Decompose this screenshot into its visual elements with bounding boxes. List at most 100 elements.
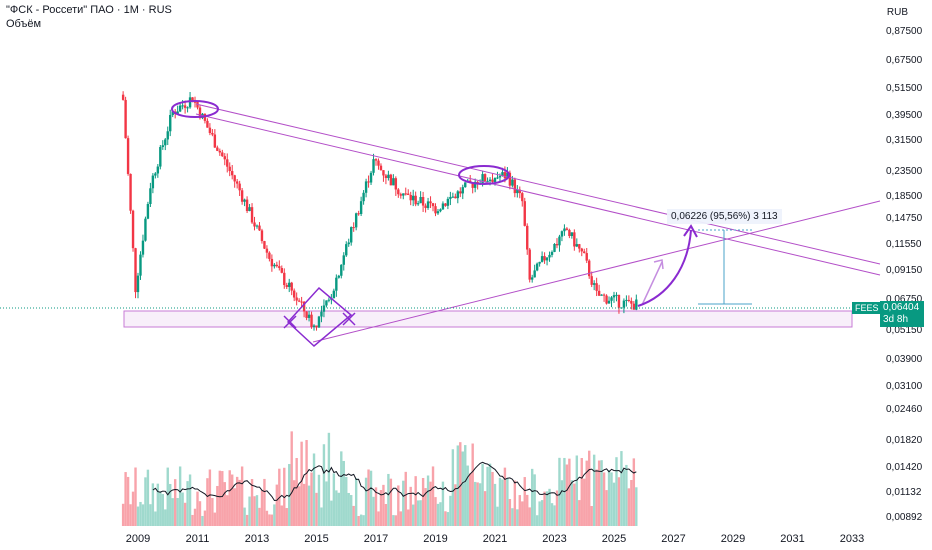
candle-body: [523, 201, 526, 226]
currency-label[interactable]: RUB: [886, 7, 908, 18]
candle-body: [325, 300, 328, 306]
candle-body: [399, 194, 402, 196]
volume-bar: [131, 491, 135, 526]
price-tick-label: 0,02460: [886, 404, 923, 415]
volume-bar: [553, 505, 556, 526]
volume-bar: [235, 476, 239, 526]
candle-body: [188, 97, 192, 108]
volume-legend[interactable]: Объём: [6, 18, 42, 30]
volume-bar: [144, 477, 147, 526]
candle-body: [421, 197, 425, 206]
volume-bar: [159, 491, 162, 526]
candle-body: [563, 228, 566, 232]
volume-bar: [436, 503, 440, 526]
volume-bar: [362, 515, 365, 526]
candle-body: [419, 197, 422, 204]
price-tick-label: 0,03900: [886, 354, 923, 365]
candle-body: [357, 213, 360, 215]
candle-body: [493, 178, 497, 182]
candle-body: [166, 131, 169, 140]
volume-bar: [345, 476, 348, 526]
volume-bar: [535, 515, 539, 526]
candle-body: [342, 255, 345, 265]
candle-body: [141, 240, 145, 255]
candle-body: [543, 256, 546, 261]
candle-body: [560, 231, 564, 237]
time-tick-label: 2027: [661, 533, 685, 545]
volume-bar: [250, 479, 254, 526]
projection-arrow-small: [641, 261, 663, 306]
candle-body: [302, 301, 306, 312]
candle-body: [416, 203, 420, 205]
candle-body: [526, 225, 529, 250]
candle-body: [292, 290, 296, 298]
price-axis[interactable]: 0,87500 0,67500 0,51500 0,39500 0,31500 0,235…: [886, 26, 923, 523]
volume-bar: [523, 477, 526, 526]
candle-body: [592, 283, 596, 285]
candle-body: [434, 206, 437, 214]
volume-bar: [580, 458, 583, 526]
candle-body: [310, 314, 313, 327]
price-tick-label: 0,18500: [886, 191, 923, 202]
candle-body: [243, 199, 246, 202]
volume-bar: [575, 455, 579, 526]
candle-body: [124, 99, 127, 139]
volume-moving-average: [152, 461, 637, 502]
volume-bar: [295, 458, 298, 526]
candle-body: [382, 170, 385, 176]
price-tick-label: 0,51500: [886, 83, 923, 94]
volume-bar: [625, 464, 628, 526]
volume-bar: [233, 488, 236, 526]
candle-body: [496, 177, 499, 179]
volume-bar: [622, 469, 626, 526]
candle-body: [379, 165, 383, 171]
candle-body: [612, 295, 616, 298]
candle-body: [307, 314, 311, 318]
candle-body: [565, 228, 569, 230]
candle-body: [456, 191, 460, 199]
volume-bar: [402, 480, 405, 526]
volume-bar: [503, 467, 507, 526]
volume-bar: [124, 472, 127, 526]
volume-bar: [610, 472, 613, 526]
candle-body: [625, 299, 628, 301]
volume-bar: [469, 473, 472, 526]
candle-body: [126, 138, 130, 174]
volume-bar: [243, 507, 246, 526]
drawings: [0, 100, 881, 347]
volume-bar: [196, 491, 199, 526]
candle-body: [352, 227, 355, 229]
candle-body: [516, 189, 519, 194]
candle-body: [471, 182, 474, 188]
volume-bar: [612, 482, 616, 526]
volume-bar: [560, 480, 564, 526]
price-tick-label: 0,87500: [886, 26, 923, 37]
volume-bar: [414, 476, 417, 526]
candle-body: [387, 174, 390, 179]
volume-bar: [325, 481, 328, 526]
volume-bar: [454, 484, 457, 526]
price-tick-label: 0,01820: [886, 435, 923, 446]
volume-bar: [283, 467, 286, 526]
time-axis[interactable]: 2009 2011 2013 2015 2017 2019 2021 2023 2025 2027…: [126, 533, 864, 545]
last-price: 0,06404: [883, 302, 920, 313]
projection-arrow-big: [637, 229, 692, 307]
candle-body: [181, 105, 184, 107]
volume-bar: [419, 500, 422, 526]
volume-bar: [530, 468, 534, 526]
candle-body: [146, 203, 150, 219]
symbol-title[interactable]: "ФСК - Россети" ПАО · 1М · RUS: [6, 4, 172, 16]
volume-bar: [389, 478, 393, 526]
volume-bar: [451, 449, 455, 526]
volume-bar: [141, 504, 145, 526]
time-tick-label: 2009: [126, 533, 150, 545]
candle-body: [263, 241, 266, 249]
volume-bar: [464, 445, 467, 526]
volume-bar: [506, 478, 509, 526]
volume-bar: [273, 504, 276, 526]
candle-body: [332, 290, 336, 299]
volume-bar: [203, 510, 207, 526]
volume-bar: [605, 490, 608, 526]
volume-bar: [320, 507, 323, 526]
